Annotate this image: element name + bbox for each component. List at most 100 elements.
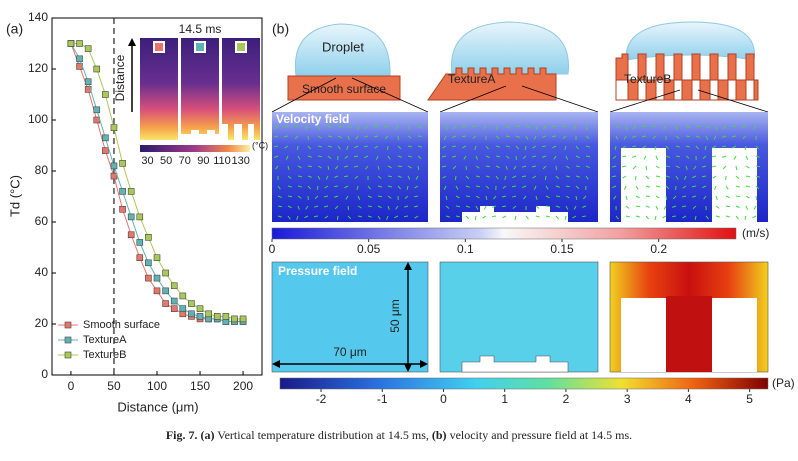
- vector: [387, 146, 388, 150]
- data-point: [85, 79, 91, 85]
- data-point: [120, 160, 126, 166]
- vector: [696, 126, 700, 127]
- inset-title: 14.5 ms: [179, 22, 222, 36]
- data-point: [111, 163, 117, 169]
- velocity-unit: (m/s): [742, 226, 769, 240]
- data-point: [188, 301, 194, 307]
- height-label: 50 μm: [388, 299, 402, 333]
- probe: [236, 42, 246, 52]
- vector: [556, 196, 560, 197]
- data-point: [163, 288, 169, 294]
- caption-a: (a): [200, 428, 214, 442]
- y-tick-label: 100: [28, 112, 48, 126]
- x-tick-label: 50: [107, 379, 121, 393]
- vector: [736, 166, 737, 170]
- y-axis-label: Td (°C): [7, 175, 22, 217]
- vector: [542, 146, 546, 147]
- droplet-label: Droplet: [322, 39, 364, 54]
- colorbar-tick-label: 0.05: [357, 242, 381, 256]
- vector: [666, 196, 667, 200]
- velocity-field: [272, 112, 428, 222]
- data-point: [137, 214, 143, 220]
- heatmap: [140, 38, 178, 140]
- data-point: [120, 206, 126, 212]
- data-point: [154, 288, 160, 294]
- data-point: [171, 283, 177, 289]
- vector: [586, 156, 590, 157]
- pressure-unit: (Pa): [772, 376, 795, 390]
- width-label: 70 μm: [333, 345, 367, 359]
- panel-label: (b): [272, 21, 289, 37]
- data-point: [206, 311, 212, 317]
- data-point: [154, 255, 160, 261]
- data-point: [111, 173, 117, 179]
- colorbar-tick-label: 0: [440, 392, 447, 406]
- data-point: [77, 41, 83, 47]
- data-point: [68, 41, 74, 47]
- droplet: [451, 22, 568, 74]
- legend-label: TextureB: [83, 349, 126, 361]
- colorbar-tick-label: 2: [563, 392, 570, 406]
- vector: [576, 166, 580, 167]
- data-point: [197, 306, 203, 312]
- pressure-colorbar: [280, 378, 768, 389]
- inset-axis-label: Distance: [113, 54, 127, 101]
- caption-text: Vertical temperature distribution at 14.…: [214, 428, 431, 442]
- data-point: [128, 188, 134, 194]
- vector: [274, 146, 278, 147]
- inset-tick-label: 130: [231, 155, 249, 167]
- data-point: [128, 214, 134, 220]
- inset-tick-label: 50: [160, 155, 172, 167]
- vector: [308, 166, 312, 167]
- chart-a: (a) Distance (μm) Td (°C) 14.5 ms Distan…: [6, 10, 268, 414]
- data-point: [145, 275, 151, 281]
- data-point: [231, 316, 237, 322]
- vector: [334, 186, 338, 187]
- panel-b: (b) Droplet Smooth surface TextureA Text…: [269, 21, 795, 406]
- pressure-field: [666, 296, 712, 372]
- vector: [348, 206, 349, 210]
- data-point: [223, 313, 229, 319]
- vector: [516, 126, 520, 127]
- vector: [486, 166, 490, 167]
- legend-label: TextureA: [83, 334, 127, 346]
- vector: [337, 216, 338, 220]
- data-point: [145, 260, 151, 266]
- y-tick-label: 0: [41, 367, 48, 381]
- vector: [297, 146, 298, 150]
- vector: [418, 136, 422, 137]
- colorbar-tick-label: 1: [501, 392, 508, 406]
- legend-swatch: [65, 352, 71, 358]
- vector: [278, 206, 282, 207]
- data-point: [85, 46, 91, 52]
- vector: [545, 176, 546, 180]
- vector: [398, 166, 402, 167]
- vector: [632, 146, 636, 147]
- surface-label: TextureB: [624, 72, 671, 86]
- data-point: [171, 298, 177, 304]
- caption-fig: Fig. 7.: [166, 428, 198, 442]
- caption-b: (b): [432, 428, 447, 442]
- y-tick-label: 40: [35, 265, 49, 279]
- y-tick-label: 120: [28, 61, 48, 75]
- pressure-field: [440, 262, 598, 372]
- vector: [722, 146, 726, 147]
- colorbar-tick-label: 3: [624, 392, 631, 406]
- vector: [288, 196, 292, 197]
- vector: [466, 196, 470, 197]
- vector: [646, 166, 647, 170]
- surface-label: TextureA: [448, 72, 495, 86]
- data-point: [102, 148, 108, 154]
- vector: [736, 196, 740, 197]
- vector: [378, 196, 382, 197]
- vector: [702, 176, 706, 177]
- x-tick-label: 150: [190, 379, 210, 393]
- data-point: [188, 311, 194, 317]
- vector: [716, 126, 717, 130]
- colorbar-tick-label: 0: [269, 242, 276, 256]
- data-point: [180, 306, 186, 312]
